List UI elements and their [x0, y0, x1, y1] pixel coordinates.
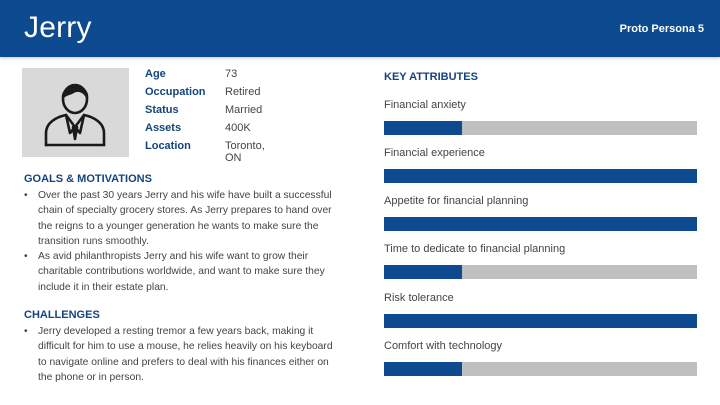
field-label: Age: [145, 68, 166, 80]
goals-list: Over the past 30 years Jerry and his wif…: [24, 188, 334, 295]
attribute-bar-fill: [384, 169, 697, 183]
attribute-financial-experience: Financial experience: [384, 147, 697, 183]
field-label: Occupation: [145, 86, 206, 98]
attribute-label: Comfort with technology: [384, 340, 502, 352]
attribute-appetite-for-planning: Appetite for financial planning: [384, 195, 697, 231]
goals-heading: GOALS & MOTIVATIONS: [24, 173, 152, 185]
list-item: Jerry developed a resting tremor a few y…: [24, 324, 334, 385]
attribute-bar-fill: [384, 265, 463, 279]
header-bar: Jerry Proto Persona 5: [0, 0, 720, 57]
avatar: [22, 68, 129, 157]
field-label: Status: [145, 104, 179, 116]
attribute-label: Appetite for financial planning: [384, 195, 529, 207]
attribute-bar-fill: [384, 362, 463, 376]
attribute-time-to-dedicate: Time to dedicate to financial planning: [384, 243, 697, 279]
list-item: Over the past 30 years Jerry and his wif…: [24, 188, 334, 249]
persona-name: Jerry: [24, 11, 92, 44]
persona-badge: Proto Persona 5: [619, 23, 704, 35]
field-label: Assets: [145, 122, 182, 134]
field-value: 73: [225, 68, 238, 80]
list-item: As avid philanthropists Jerry and his wi…: [24, 249, 334, 295]
attribute-bar: [384, 314, 697, 328]
attribute-financial-anxiety: Financial anxiety: [384, 99, 697, 135]
attribute-label: Risk tolerance: [384, 292, 454, 304]
attribute-label: Financial experience: [384, 147, 485, 159]
attribute-bar: [384, 121, 697, 135]
challenges-list: Jerry developed a resting tremor a few y…: [24, 324, 334, 385]
field-value: Married: [225, 104, 263, 116]
attribute-bar-fill: [384, 314, 697, 328]
challenges-heading: CHALLENGES: [24, 309, 100, 321]
attribute-label: Financial anxiety: [384, 99, 466, 111]
attribute-bar-fill: [384, 121, 463, 135]
field-value: 400K: [225, 122, 251, 134]
attribute-bar: [384, 217, 697, 231]
attribute-risk-tolerance: Risk tolerance: [384, 292, 697, 328]
attribute-comfort-with-technology: Comfort with technology: [384, 340, 697, 376]
key-attributes-heading: KEY ATTRIBUTES: [384, 71, 478, 83]
person-avatar-icon: [44, 83, 106, 147]
attribute-bar: [384, 265, 697, 279]
attribute-bar: [384, 362, 697, 376]
field-value: Retired: [225, 86, 261, 98]
attribute-bar-fill: [384, 217, 697, 231]
field-value: Toronto, ON: [225, 140, 265, 164]
attribute-label: Time to dedicate to financial planning: [384, 243, 566, 255]
field-label: Location: [145, 140, 191, 152]
attribute-bar: [384, 169, 697, 183]
